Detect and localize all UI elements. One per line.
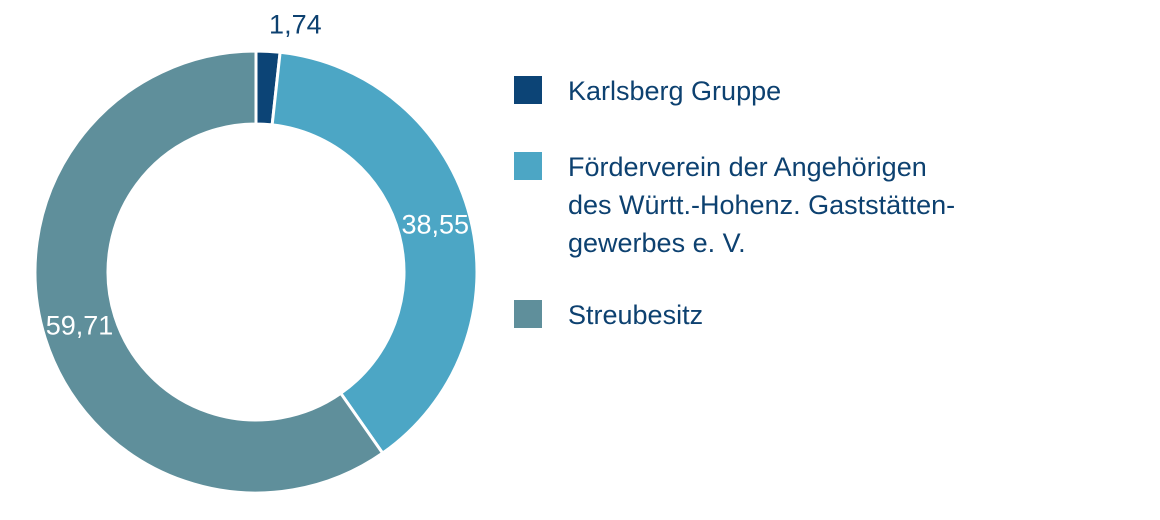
value-label-foerderverein: 38,55 [401,209,469,239]
value-label-streubesitz: 59,71 [46,311,114,341]
chart-legend: Karlsberg Gruppe Förderverein der Angehö… [514,72,1114,372]
legend-label-foerderverein: Förderverein der Angehörigen des Württ.-… [568,152,956,258]
legend-label-streubesitz: Streubesitz [568,300,704,330]
donut-slices [33,49,479,495]
legend-item-foerderverein: Förderverein der Angehörigen des Württ.-… [514,148,1114,262]
legend-item-karlsberg-gruppe: Karlsberg Gruppe [514,72,1114,110]
legend-swatch-foerderverein [514,152,542,180]
donut-slice-foerderverein [270,50,479,456]
legend-label-karlsberg-gruppe: Karlsberg Gruppe [568,76,782,106]
value-label-karlsberg-gruppe: 1,74 [269,9,322,39]
donut-slice-streubesitz [33,49,385,495]
donut-value-labels: 1,74 38,55 59,71 [46,9,469,340]
legend-swatch-karlsberg-gruppe [514,76,542,104]
legend-swatch-streubesitz [514,300,542,328]
legend-item-streubesitz: Streubesitz [514,296,1114,334]
